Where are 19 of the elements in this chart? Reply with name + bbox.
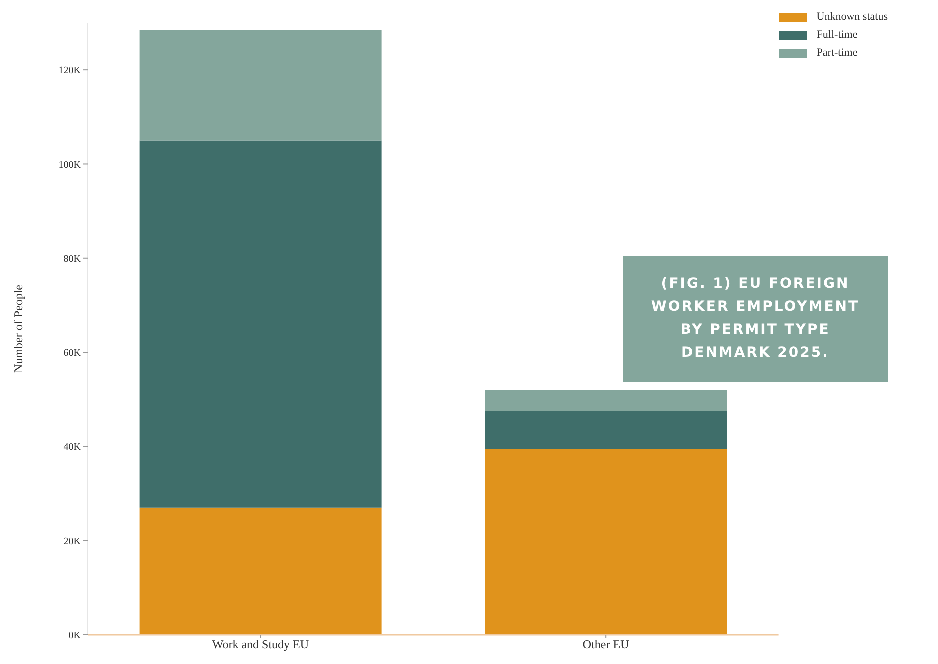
bar <box>485 390 728 412</box>
bar <box>485 411 728 450</box>
y-tick-label: 60K <box>64 348 82 360</box>
y-tick-label: 80K <box>64 254 82 265</box>
legend-label: Part-time <box>816 47 858 59</box>
y-tick-label: 40K <box>64 442 82 454</box>
legend-label: Unknown status <box>816 11 888 23</box>
y-tick-label: 0K <box>68 630 82 642</box>
legend-label: Full-time <box>816 29 858 41</box>
y-tick-label: 100K <box>58 160 82 171</box>
x-tick-label: Work and Study EU <box>212 638 310 652</box>
bar <box>140 508 382 635</box>
x-tick-label: Other EU <box>582 638 630 652</box>
y-tick-label: 120K <box>58 66 82 77</box>
y-axis-title: Number of People <box>11 285 26 373</box>
bar <box>485 449 728 635</box>
bar <box>140 30 382 141</box>
y-tick-label: 20K <box>64 536 82 548</box>
bar <box>140 140 382 508</box>
